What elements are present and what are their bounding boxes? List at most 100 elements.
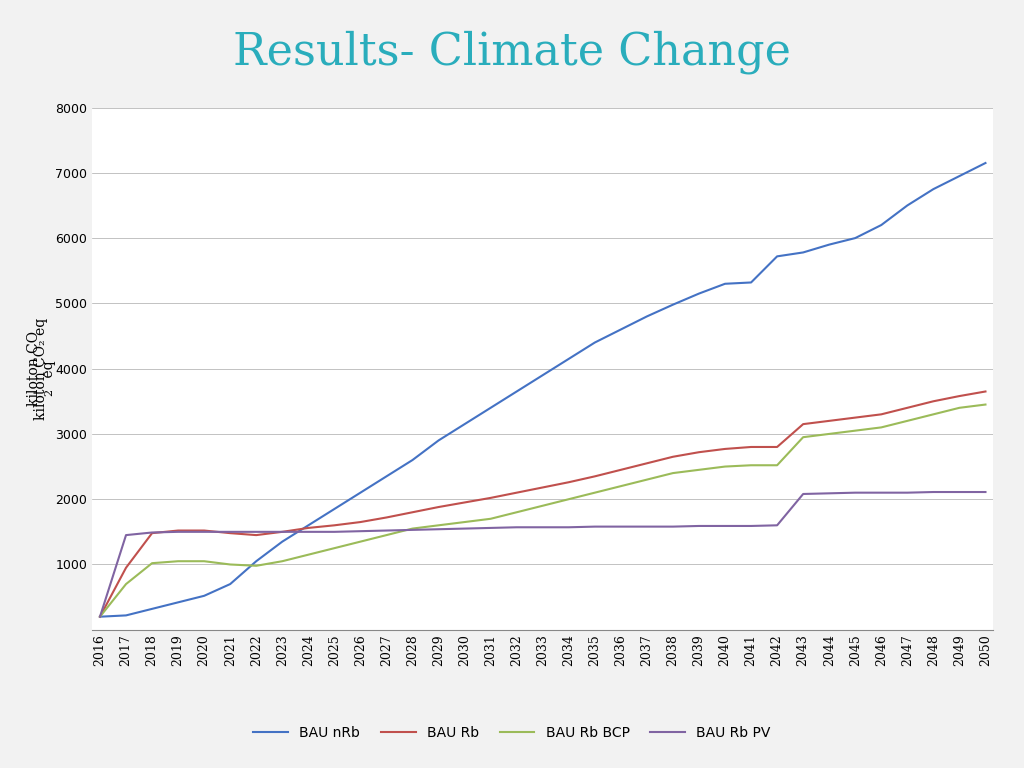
BAU Rb BCP	[380, 531, 392, 540]
BAU Rb	[94, 612, 106, 621]
BAU Rb PV	[407, 525, 419, 535]
BAU Rb	[302, 523, 314, 532]
BAU nRb	[771, 252, 783, 261]
BAU Rb PV	[719, 521, 731, 531]
BAU nRb	[979, 158, 991, 167]
BAU Rb PV	[537, 523, 549, 532]
BAU nRb	[120, 611, 132, 620]
BAU Rb PV	[459, 524, 471, 533]
BAU nRb	[823, 240, 836, 249]
BAU Rb PV	[979, 488, 991, 497]
BAU Rb BCP	[771, 461, 783, 470]
BAU Rb BCP	[250, 561, 262, 571]
BAU nRb	[562, 354, 574, 363]
BAU nRb	[641, 312, 653, 321]
BAU Rb PV	[953, 488, 966, 497]
BAU Rb PV	[432, 525, 444, 534]
BAU Rb	[380, 513, 392, 522]
BAU nRb	[432, 436, 444, 445]
BAU Rb	[224, 528, 237, 538]
BAU Rb BCP	[641, 475, 653, 485]
BAU Rb	[614, 465, 627, 475]
BAU Rb PV	[484, 523, 497, 532]
BAU Rb PV	[276, 527, 289, 536]
BAU Rb BCP	[562, 495, 574, 504]
BAU Rb BCP	[667, 468, 679, 478]
BAU Rb PV	[797, 489, 809, 498]
BAU nRb	[250, 557, 262, 566]
BAU Rb	[823, 416, 836, 425]
BAU nRb	[511, 387, 523, 396]
BAU Rb	[979, 387, 991, 396]
BAU Rb	[589, 472, 601, 481]
BAU Rb BCP	[823, 429, 836, 439]
BAU Rb	[849, 413, 861, 422]
BAU Rb BCP	[224, 560, 237, 569]
BAU Rb PV	[771, 521, 783, 530]
BAU Rb PV	[224, 527, 237, 536]
BAU nRb	[94, 612, 106, 621]
BAU Rb PV	[823, 488, 836, 498]
BAU Rb BCP	[329, 544, 341, 553]
BAU nRb	[537, 371, 549, 380]
BAU Rb BCP	[744, 461, 757, 470]
BAU Rb BCP	[145, 558, 158, 568]
Legend: BAU nRb, BAU Rb, BAU Rb BCP, BAU Rb PV: BAU nRb, BAU Rb, BAU Rb BCP, BAU Rb PV	[248, 720, 776, 746]
BAU Rb PV	[172, 527, 184, 536]
BAU nRb	[614, 325, 627, 334]
BAU Rb PV	[614, 522, 627, 531]
BAU nRb	[459, 419, 471, 429]
BAU Rb	[928, 396, 940, 406]
BAU Rb PV	[94, 612, 106, 621]
BAU Rb PV	[928, 488, 940, 497]
BAU Rb	[511, 488, 523, 498]
BAU Rb PV	[562, 523, 574, 532]
BAU Rb	[145, 528, 158, 538]
BAU Rb	[354, 518, 367, 527]
BAU nRb	[145, 604, 158, 614]
BAU nRb	[928, 184, 940, 194]
BAU nRb	[589, 338, 601, 347]
BAU Rb BCP	[614, 482, 627, 491]
BAU Rb BCP	[928, 410, 940, 419]
BAU Rb	[562, 478, 574, 487]
BAU nRb	[876, 220, 888, 230]
BAU Rb BCP	[120, 579, 132, 588]
BAU nRb	[380, 472, 392, 481]
BAU Rb	[641, 458, 653, 468]
BAU Rb PV	[876, 488, 888, 498]
BAU Rb	[901, 403, 913, 412]
Y-axis label: kiloton CO₂ eq: kiloton CO₂ eq	[35, 317, 48, 420]
BAU nRb	[484, 403, 497, 412]
BAU Rb BCP	[979, 400, 991, 409]
BAU nRb	[172, 598, 184, 607]
BAU Rb	[771, 442, 783, 452]
BAU Rb BCP	[407, 524, 419, 533]
BAU Rb PV	[380, 526, 392, 535]
BAU Rb	[797, 419, 809, 429]
BAU Rb	[407, 508, 419, 517]
BAU Rb	[719, 445, 731, 454]
BAU nRb	[198, 591, 210, 601]
BAU Rb	[459, 498, 471, 507]
BAU Rb	[198, 526, 210, 535]
BAU Rb PV	[329, 527, 341, 536]
BAU Rb PV	[589, 522, 601, 531]
BAU Rb PV	[145, 528, 158, 537]
BAU Rb BCP	[354, 537, 367, 546]
BAU Rb PV	[901, 488, 913, 498]
BAU Rb BCP	[276, 557, 289, 566]
BAU nRb	[354, 488, 367, 498]
BAU nRb	[901, 200, 913, 210]
BAU Rb BCP	[693, 465, 706, 475]
BAU Rb	[693, 448, 706, 457]
BAU Rb BCP	[953, 403, 966, 412]
BAU Rb BCP	[198, 557, 210, 566]
BAU nRb	[224, 579, 237, 588]
Text: 2: 2	[44, 389, 54, 396]
BAU Rb	[276, 527, 289, 536]
BAU Rb PV	[511, 523, 523, 532]
BAU nRb	[719, 279, 731, 288]
Text: Results- Climate Change: Results- Climate Change	[233, 31, 791, 74]
BAU Rb	[329, 521, 341, 530]
